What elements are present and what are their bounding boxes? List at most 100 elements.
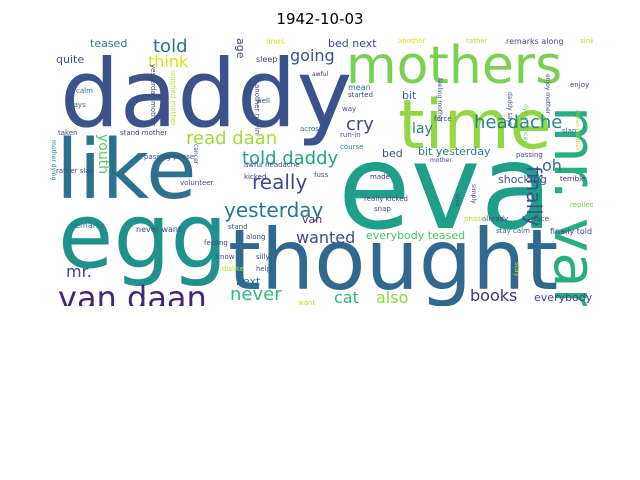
word-lines: lines (266, 37, 285, 46)
word-bed-next: bed next (328, 37, 377, 50)
word-mr: mr. (66, 262, 92, 281)
word-stand: stand (228, 223, 248, 231)
word-shocking: shocking (498, 173, 547, 186)
word-bit: bit (402, 89, 417, 102)
word-stand-mother: stand mother (120, 129, 168, 137)
word-next: next (236, 275, 261, 288)
word-way: way (342, 105, 357, 113)
word-course: course (340, 143, 364, 151)
word-feeling-mother: feeling mother (436, 78, 443, 123)
word-cry: cry (346, 114, 374, 135)
word-mother: mother (430, 157, 452, 164)
word-another: another (398, 37, 426, 45)
word-lay: lay (412, 121, 433, 137)
word-youth: youth (95, 134, 111, 175)
word-van: van (302, 213, 323, 226)
word-daddy-says: daddy says (506, 92, 513, 127)
word-mother-dying: mother dying (50, 140, 57, 181)
word-slap: slap (562, 127, 577, 135)
chart-title: 1942-10-03 (276, 10, 364, 28)
word-think: think (148, 52, 189, 71)
word-finally-told: finally told (550, 227, 593, 236)
word-wanted: wanted (296, 228, 356, 247)
word-stay: stay (513, 262, 521, 277)
word-love: love (454, 194, 461, 207)
word-rather-slap: rather slap (56, 167, 95, 175)
word-terrible-dislike: terrible dislike (448, 110, 455, 153)
word-another-run-in: another run-in (253, 84, 261, 135)
word-replied: replied (570, 201, 593, 209)
word-yesterday: yesterday (224, 198, 324, 222)
word-cloud: daddy eva thought like egg time mothers … (50, 34, 593, 306)
word-simply: simply (470, 184, 477, 204)
word-taken: taken (58, 129, 78, 137)
word-run-in: run-in (340, 131, 361, 139)
word-cancer: cancer (192, 144, 199, 165)
word-daddy: daddy (60, 40, 353, 149)
word-passing: passing (516, 151, 543, 159)
word-well: well (256, 97, 270, 105)
word-mothers: mothers (346, 36, 563, 96)
word-really-kicked: really kicked (364, 195, 408, 203)
word-snap: snap (374, 205, 391, 213)
word-enjoy: enjoy (570, 81, 590, 89)
word-eva: eva (338, 118, 553, 256)
word-says: says (70, 101, 86, 109)
word-never-want: never want (136, 225, 182, 234)
word-awful-headache: awful headache (244, 161, 300, 169)
word-bit-yesterday: bit yesterday (418, 145, 491, 158)
word-told-daddy: told daddy (242, 148, 339, 169)
word-terrible: terrible (560, 175, 586, 183)
word-like: like (56, 123, 197, 218)
word-time: time (398, 86, 552, 165)
word-stay-calm: stay calm (496, 227, 530, 235)
word-made: made (370, 173, 390, 181)
word-silly: silly (256, 253, 270, 261)
word-sink: sink (580, 37, 593, 45)
word-enjoy-mother: enjoy mother (544, 74, 551, 115)
word-across: across (300, 125, 323, 133)
word-age: age (234, 38, 247, 59)
word-books: books (470, 286, 518, 305)
word-remarks: remarks (72, 221, 105, 230)
word-remarks-along: remarks along (506, 37, 564, 46)
word-help: help (256, 265, 272, 273)
word-quite: quite (56, 53, 85, 66)
word-kicked: kicked (244, 173, 267, 181)
word-never: never (230, 284, 282, 305)
word-thought: thought (228, 211, 559, 306)
word-face: face (534, 215, 549, 223)
word-everybody: everybody (534, 291, 593, 304)
word-mean: mean (348, 83, 371, 92)
word-phase: phase (464, 215, 486, 223)
word-know: know (216, 253, 235, 261)
word-yesterday-mother: yesterday mother (149, 64, 157, 127)
word-teased: teased (90, 37, 128, 50)
word-along: along (246, 233, 266, 241)
word-volunteer: volunteer (180, 179, 214, 187)
word-mean-mother: mean mother (574, 110, 581, 151)
word-sleep: sleep (256, 55, 278, 64)
word-rather: rather (466, 37, 488, 45)
word-calm: calm (76, 87, 93, 95)
word-headache: headache (474, 112, 563, 133)
word-egg: egg (58, 184, 228, 289)
word-going: going (290, 46, 335, 65)
word-read-daan: read daan (186, 128, 278, 149)
word-van-daan: van daan (58, 279, 207, 306)
word-dying-cancer: dying cancer (522, 104, 529, 143)
word-dislike: dislike (222, 265, 245, 273)
word-laughed-mother: laughed mother (169, 70, 177, 126)
word-passing-phase: passing phase (144, 153, 195, 161)
word-oh: oh (542, 156, 562, 175)
word-really: really (252, 170, 308, 194)
word-also: also (376, 288, 409, 306)
word-fuss: fuss (314, 171, 329, 179)
word-cat: cat (334, 288, 359, 306)
word-feeling: feeling (204, 239, 228, 247)
word-force: force (434, 115, 452, 123)
word-want: want (298, 299, 316, 307)
word-everybody-teased: everybody teased (366, 229, 466, 242)
word-awful: awful (312, 71, 329, 78)
word-bed: bed (382, 147, 403, 160)
